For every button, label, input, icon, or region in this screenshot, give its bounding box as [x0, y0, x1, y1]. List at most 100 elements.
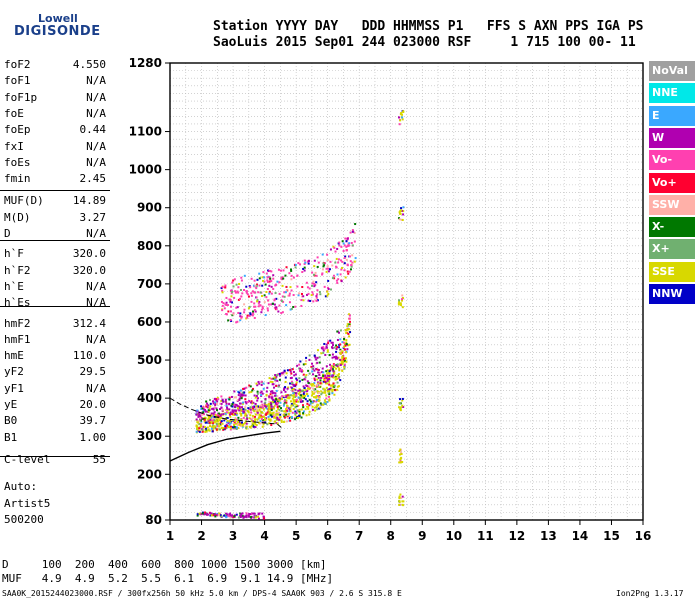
y-tick-label: 1280: [129, 56, 162, 70]
echo-point: [346, 270, 349, 273]
echo-point: [320, 347, 323, 350]
param-value: 4.550: [72, 58, 106, 71]
echo-point: [328, 378, 331, 381]
echo-point: [284, 410, 287, 413]
echo-point: [293, 402, 296, 405]
echo-point: [269, 412, 272, 415]
echo-point: [221, 286, 224, 289]
echo-point: [341, 368, 344, 371]
echo-point: [295, 412, 298, 415]
echo-point: [306, 387, 309, 390]
param-row: yF2 29.5: [0, 364, 112, 380]
echo-point: [298, 367, 301, 370]
echo-point: [337, 331, 340, 334]
echo-point: [214, 398, 217, 401]
echo-point: [316, 390, 319, 393]
echo-point: [304, 408, 307, 411]
echo-point: [211, 426, 214, 429]
echo-point: [331, 353, 334, 356]
param-name: D: [4, 227, 11, 240]
echo-point: [329, 387, 332, 390]
echo-point: [292, 392, 295, 395]
echo-point: [262, 419, 265, 422]
param-name: foF2: [4, 58, 31, 71]
echo-point: [204, 430, 207, 433]
param-value: 39.7: [79, 414, 107, 428]
echo-point: [307, 405, 310, 408]
echo-point: [348, 320, 351, 323]
echo-point: [250, 411, 253, 414]
echo-point: [219, 408, 222, 411]
echo-point: [272, 391, 275, 394]
param-row: h`F 320.0: [0, 246, 112, 262]
legend-item-sse: SSE: [649, 261, 695, 282]
echo-point: [294, 388, 297, 391]
echo-point: [350, 265, 353, 268]
echo-point: [228, 408, 231, 411]
echo-point: [227, 425, 230, 428]
echo-point: [196, 421, 199, 424]
echo-point: [248, 417, 251, 420]
echo-point: [320, 390, 323, 393]
echo-point: [288, 272, 291, 275]
echo-point: [224, 425, 227, 428]
echo-point: [348, 255, 351, 258]
echo-point: [226, 303, 229, 306]
echo-point: [309, 299, 312, 302]
echo-point: [327, 342, 330, 345]
echo-point: [202, 410, 205, 413]
echo-point: [238, 402, 241, 405]
echo-point: [398, 123, 401, 126]
plot-frame: [169, 62, 644, 521]
echo-point: [229, 310, 232, 313]
echo-point: [211, 419, 214, 422]
echo-point: [338, 375, 341, 378]
echo-point: [301, 378, 304, 381]
x-tick-label: 8: [387, 529, 395, 543]
echo-point: [236, 412, 239, 415]
echo-point: [243, 422, 246, 425]
echo-point: [334, 378, 337, 381]
echo-point: [284, 274, 287, 277]
echo-point: [278, 292, 281, 295]
echo-point: [286, 415, 289, 418]
echo-point: [213, 417, 216, 420]
echo-point: [251, 422, 254, 425]
echo-point: [249, 406, 252, 409]
echo-point: [348, 242, 351, 245]
echo-point: [250, 400, 253, 403]
echo-point: [202, 413, 205, 416]
param-name: hmF1: [4, 332, 31, 346]
echo-point: [238, 406, 241, 409]
echo-point: [197, 412, 200, 415]
echo-point: [253, 316, 256, 319]
echo-point: [302, 373, 305, 376]
param-value: N/A: [86, 279, 106, 293]
echo-point: [274, 378, 277, 381]
echo-point: [205, 430, 208, 433]
echo-point: [342, 341, 345, 344]
echo-point: [348, 343, 351, 346]
echo-point: [251, 512, 254, 515]
echo-point: [254, 418, 257, 421]
echo-point: [303, 266, 306, 269]
param-value: N/A: [86, 227, 106, 240]
logo-digisonde: DIGISONDE: [14, 24, 101, 39]
echo-point: [221, 427, 224, 430]
echo-point: [294, 384, 297, 387]
echo-point: [288, 407, 291, 410]
echo-point: [233, 421, 236, 424]
echo-point: [283, 395, 286, 398]
echo-point: [315, 400, 318, 403]
echo-point: [295, 383, 298, 386]
echo-point: [291, 394, 294, 397]
echo-point: [334, 357, 337, 360]
echo-point: [332, 374, 335, 377]
echo-point: [216, 400, 219, 403]
echo-point: [327, 395, 330, 398]
echo-point: [250, 277, 253, 280]
param-row: fxI N/A: [0, 139, 112, 155]
echo-point: [332, 383, 335, 386]
echo-point: [253, 410, 256, 413]
echo-point: [266, 386, 269, 389]
